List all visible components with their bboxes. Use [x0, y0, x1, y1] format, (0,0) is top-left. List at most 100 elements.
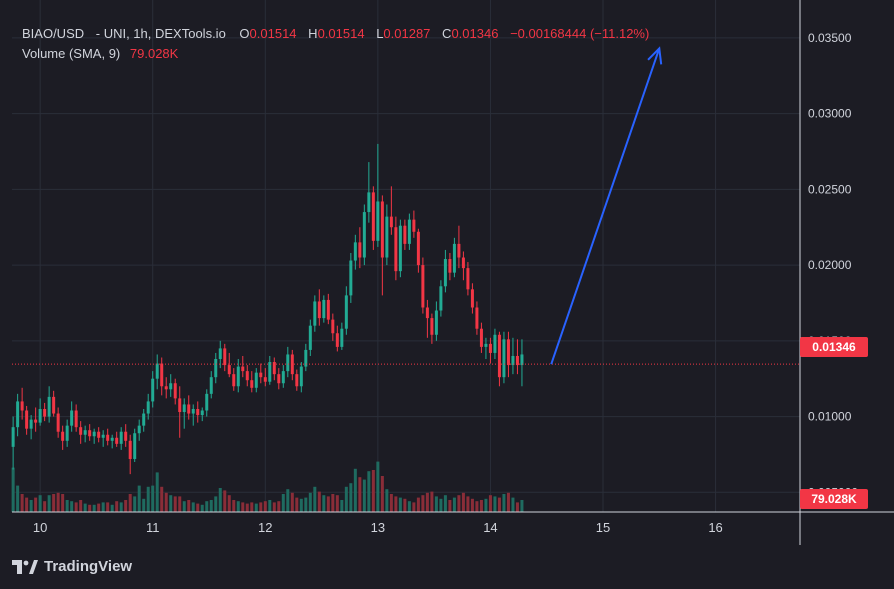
candle-body: [38, 408, 42, 423]
candle-body: [502, 339, 506, 378]
volume-bar: [61, 494, 65, 512]
candle-body: [304, 349, 308, 367]
candle-body: [326, 299, 330, 320]
volume-bar: [47, 495, 51, 512]
volume-bar: [335, 495, 339, 512]
volume-bar: [200, 504, 204, 512]
volume-bar: [241, 502, 245, 512]
volume-value: 79.028K: [129, 46, 179, 61]
candle-body: [461, 257, 465, 269]
volume-bar: [470, 498, 474, 512]
volume-legend[interactable]: Volume (SMA, 9) 79.028K: [22, 46, 178, 61]
candle-body: [245, 371, 249, 381]
arrow-head: [647, 46, 663, 65]
candle-body: [254, 372, 258, 388]
volume-bar: [164, 492, 168, 512]
candle-body: [133, 433, 137, 459]
candle-body: [263, 377, 267, 382]
candle-body: [97, 431, 101, 438]
candle-body: [385, 216, 389, 258]
candle-body: [349, 260, 353, 296]
candle-body: [65, 425, 69, 441]
volume-bar: [421, 495, 425, 512]
candle-body: [479, 328, 483, 347]
candle-body: [29, 419, 33, 429]
volume-bar: [128, 494, 132, 512]
volume-bar: [29, 500, 33, 512]
candle-body: [286, 354, 290, 372]
candle-body: [398, 225, 402, 272]
volume-bar: [223, 490, 227, 512]
candle-body: [214, 359, 218, 378]
candle-body: [155, 363, 159, 379]
candle-body: [196, 408, 200, 416]
volume-bar: [281, 494, 285, 512]
candle-body: [272, 362, 276, 375]
volume-bar: [340, 500, 344, 512]
candle-body: [119, 431, 123, 444]
candle-body: [88, 430, 92, 437]
candle-body: [83, 430, 87, 435]
volume-bar: [182, 501, 186, 512]
symbol-name: BIAO/USD: [22, 26, 85, 41]
candle-body: [281, 371, 285, 384]
trend-arrow[interactable]: [550, 46, 663, 365]
volume-bar: [70, 501, 74, 512]
candle-body: [407, 219, 411, 244]
volume-bar: [65, 500, 69, 512]
candle-body: [110, 437, 114, 441]
candle-body: [128, 440, 132, 459]
candle-body: [124, 431, 128, 441]
tradingview-logo[interactable]: TradingView: [12, 558, 132, 575]
price-tick-label: 0.01000: [808, 410, 852, 424]
volume-bar: [16, 485, 20, 512]
volume-bar: [412, 502, 416, 512]
candle-body: [367, 192, 371, 213]
candle-body: [223, 348, 227, 366]
volume-bar: [250, 502, 254, 512]
candle-body: [344, 295, 348, 329]
volume-bar: [160, 486, 164, 512]
time-tick-label: 13: [371, 520, 385, 535]
volume-bar: [349, 483, 353, 512]
volume-tag: 79.028K: [800, 489, 868, 509]
volume-bar: [88, 504, 92, 512]
volume-bar: [137, 485, 141, 512]
volume-bar: [196, 503, 200, 512]
candle-body: [20, 401, 24, 411]
volume-bar: [515, 502, 519, 512]
volume-bar: [286, 489, 290, 512]
candle-body: [79, 427, 83, 435]
volume-bar: [97, 503, 101, 512]
volume-bar: [331, 494, 335, 512]
candle-body: [115, 437, 119, 444]
volume-bar: [299, 498, 303, 512]
candle-body: [506, 339, 510, 366]
volume-bar: [461, 492, 465, 512]
volume-bar: [106, 502, 110, 512]
candle-body: [322, 299, 326, 319]
candle-body: [452, 243, 456, 273]
volume-bar: [308, 492, 312, 512]
candle-body: [358, 242, 362, 258]
volume-bar: [218, 488, 222, 512]
close-value: 0.01346: [451, 26, 499, 41]
volume-bar: [232, 500, 236, 512]
volume-bar: [452, 497, 456, 512]
candle-body: [187, 404, 191, 414]
volume-bar: [326, 496, 330, 512]
low-value: 0.01287: [383, 26, 431, 41]
candle-body: [191, 408, 195, 414]
candle-body: [43, 408, 47, 417]
candle-body: [160, 363, 164, 387]
volume-bar: [268, 500, 272, 512]
high-label: H: [308, 26, 318, 41]
time-tick-label: 12: [258, 520, 272, 535]
candle-body: [52, 396, 56, 414]
candle-body: [376, 201, 380, 241]
candle-body: [137, 425, 141, 434]
symbol-legend[interactable]: BIAO/USD - UNI, 1h, DEXTools.io O0.01514…: [22, 26, 649, 41]
candle-body: [457, 243, 461, 258]
volume-bar: [245, 503, 249, 512]
